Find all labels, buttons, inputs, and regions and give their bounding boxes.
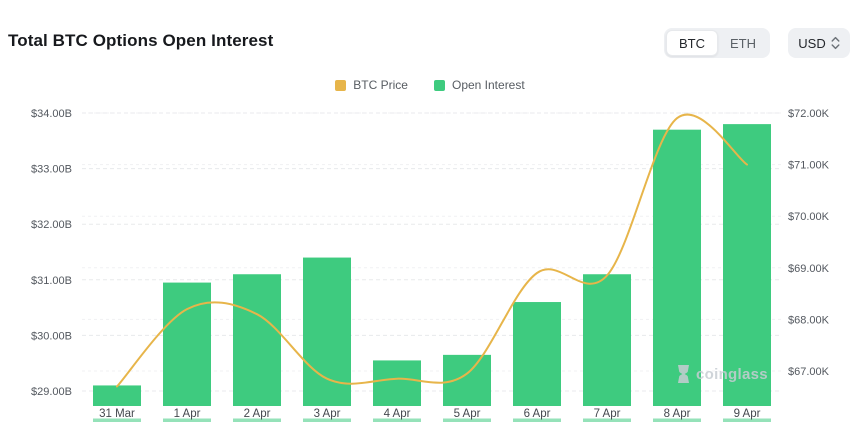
right-axis-tick-label: $72.00K: [788, 108, 830, 120]
btc-price-line[interactable]: [116, 113, 748, 388]
left-axis-tick-label: $34.00B: [31, 108, 72, 120]
datazoom-mini-bar: [93, 418, 141, 422]
open-interest-bar[interactable]: [233, 274, 281, 406]
x-axis-tick-label: 31 Mar: [99, 408, 135, 420]
x-axis-tick-label: 6 Apr: [524, 408, 551, 420]
legend-item[interactable]: BTC Price: [335, 78, 408, 92]
x-axis-tick-label: 3 Apr: [314, 408, 341, 420]
datazoom-mini-bar: [163, 418, 211, 422]
left-axis-tick-label: $29.00B: [31, 386, 72, 398]
x-axis-tick-label: 1 Apr: [174, 408, 201, 420]
left-axis-tick-label: $33.00B: [31, 164, 72, 176]
legend-label: Open Interest: [451, 78, 525, 92]
asset-toggle[interactable]: BTC ETH: [664, 28, 770, 58]
right-axis-tick-label: $67.00K: [788, 366, 830, 378]
datazoom-mini-bar: [653, 418, 701, 422]
open-interest-bar[interactable]: [163, 282, 211, 406]
legend-swatch-icon: [335, 79, 347, 91]
datazoom-mini-bar: [233, 418, 281, 422]
chart-canvas[interactable]: $34.00B $33.00B $32.00B $31.00B $30.00B $29.0…: [0, 100, 860, 422]
x-axis-tick-label: 2 Apr: [244, 408, 271, 420]
x-axis-tick-label: 4 Apr: [384, 408, 411, 420]
open-interest-bar[interactable]: [583, 274, 631, 406]
x-axis-tick-label: 8 Apr: [664, 408, 691, 420]
datazoom-mini-bar: [303, 418, 351, 422]
right-axis-tick-label: $70.00K: [788, 211, 830, 223]
right-axis-tick-label: $71.00K: [788, 160, 830, 172]
right-axis-tick-label: $69.00K: [788, 263, 830, 275]
x-axis-tick-label: 5 Apr: [454, 408, 481, 420]
datazoom-mini-bar: [513, 418, 561, 422]
open-interest-bar[interactable]: [303, 257, 351, 406]
legend-item[interactable]: Open Interest: [433, 78, 525, 92]
legend-label: BTC Price: [353, 78, 408, 92]
open-interest-bar[interactable]: [513, 302, 561, 406]
legend-swatch-icon: [433, 79, 445, 91]
datazoom-mini-bar: [443, 418, 491, 422]
x-axis-tick-label: 7 Apr: [594, 408, 621, 420]
chart-legend: BTC Price Open Interest: [0, 78, 860, 92]
left-axis-tick-label: $31.00B: [31, 275, 72, 287]
left-axis-tick-label: $32.00B: [31, 219, 72, 231]
x-axis-tick-label: 9 Apr: [734, 408, 761, 420]
page-title: Total BTC Options Open Interest: [8, 31, 274, 50]
left-axis-tick-label: $30.00B: [31, 330, 72, 342]
open-interest-bar[interactable]: [723, 124, 771, 407]
open-interest-bar[interactable]: [93, 385, 141, 406]
currency-selector[interactable]: USD: [788, 28, 850, 58]
updown-chevron-icon: [831, 36, 840, 50]
currency-value: USD: [798, 35, 826, 51]
open-interest-bar[interactable]: [653, 129, 701, 406]
datazoom-mini-bar: [373, 418, 421, 422]
datazoom-mini-bar: [583, 418, 631, 422]
right-axis-tick-label: $68.00K: [788, 314, 830, 326]
open-interest-bar[interactable]: [373, 360, 421, 406]
toggle-eth-button[interactable]: ETH: [730, 35, 756, 51]
datazoom-mini-bar: [723, 418, 771, 422]
open-interest-bar[interactable]: [443, 354, 491, 406]
toggle-btc-button[interactable]: BTC: [666, 30, 718, 56]
